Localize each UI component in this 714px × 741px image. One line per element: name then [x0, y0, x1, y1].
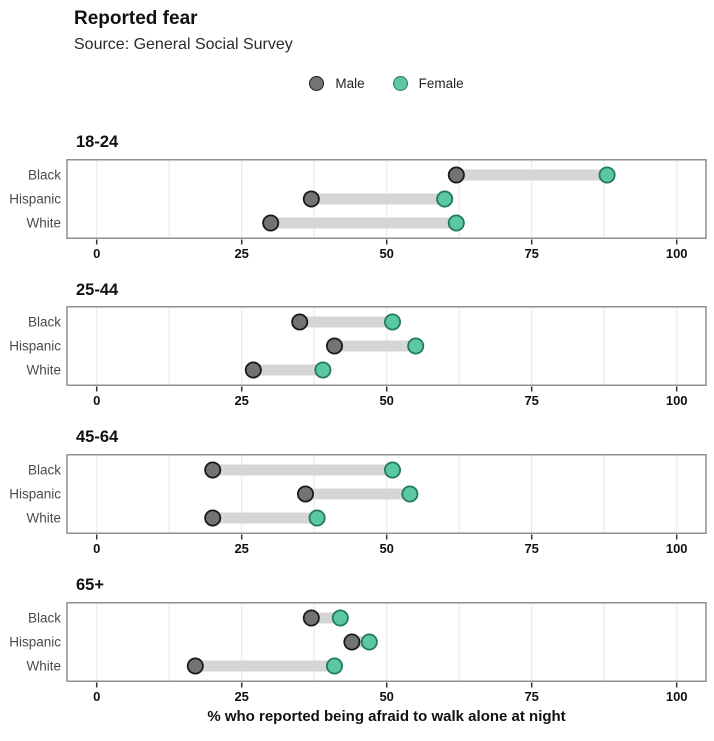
- category-label: Black: [28, 315, 61, 330]
- dumbbell-bar: [195, 660, 335, 672]
- x-tick-label: 50: [379, 246, 393, 261]
- male-dot: [343, 633, 361, 651]
- female-dot: [331, 609, 349, 627]
- x-tick-label: 50: [379, 393, 393, 408]
- female-dot: [383, 313, 401, 331]
- dumbbell-bar: [305, 488, 410, 500]
- x-tick-label: 25: [234, 689, 248, 704]
- dumbbell-bar: [253, 364, 323, 376]
- female-dot: [314, 361, 332, 379]
- x-tick-label: 75: [524, 393, 538, 408]
- female-legend-dot-icon: [392, 76, 408, 92]
- category-label: White: [26, 215, 61, 230]
- x-tick-label: 100: [666, 246, 688, 261]
- x-tick-label: 0: [93, 689, 100, 704]
- facet-panel-25-44: Black Hispanic White 0 25 50 75 100: [9, 306, 707, 408]
- male-dot: [296, 485, 314, 503]
- category-label: Hispanic: [9, 339, 61, 354]
- female-dot: [407, 337, 425, 355]
- facet-25-44: 25-44 Black Hispanic White 0 25 50 75 100: [0, 281, 714, 411]
- panel-border: [66, 158, 707, 239]
- dumbbell-bar: [334, 340, 416, 352]
- female-dot: [598, 166, 616, 184]
- facet-panel-45-64: Black Hispanic White 0 25 50 75 100: [9, 454, 707, 556]
- category-label: Black: [28, 167, 61, 182]
- chart-title: Reported fear: [74, 8, 198, 29]
- category-label: Hispanic: [9, 191, 61, 206]
- facet-panel-65+: Black Hispanic White 0 25 50 75 100: [9, 601, 707, 704]
- male-dot: [291, 313, 309, 331]
- facet-45-64: 45-64 Black Hispanic White 0 25 50 75 100: [0, 428, 714, 558]
- dumbbell-bar: [456, 169, 608, 181]
- facet-title-18-24: 18-24: [76, 132, 119, 151]
- x-tick-label: 0: [93, 393, 100, 408]
- legend-item-male: Male: [309, 76, 365, 92]
- x-tick-label: 25: [234, 541, 248, 556]
- facet-18-24: 18-24 Black Hispanic White 0 25 50 75 100: [0, 133, 714, 263]
- male-dot: [204, 461, 222, 479]
- facet-panel-18-24: Black Hispanic White 0 25 50 75 100: [9, 158, 707, 261]
- female-dot: [401, 485, 419, 503]
- male-legend-dot-icon: [309, 76, 325, 92]
- x-tick-label: 100: [666, 689, 688, 704]
- panel-border: [66, 454, 707, 535]
- male-dot: [302, 190, 320, 208]
- male-dot: [302, 609, 320, 627]
- female-dot: [383, 461, 401, 479]
- x-tick-label: 75: [524, 689, 538, 704]
- female-dot: [325, 657, 343, 675]
- panel-border: [66, 601, 707, 682]
- x-tick-label: 75: [524, 541, 538, 556]
- x-tick-label: 50: [379, 689, 393, 704]
- legend-label-male: Male: [335, 76, 365, 92]
- dumbbell-bar: [270, 217, 457, 229]
- female-dot: [360, 633, 378, 651]
- facet-title-45-64: 45-64: [76, 428, 119, 447]
- category-label: White: [26, 659, 61, 674]
- legend-item-female: Female: [392, 76, 464, 92]
- male-dot: [325, 337, 343, 355]
- category-label: Black: [28, 463, 61, 478]
- category-label: White: [26, 363, 61, 378]
- chart-subtitle: Source: General Social Survey: [74, 35, 293, 53]
- facet-65+: 65+ Black Hispanic White 0 25 50 75 100: [0, 576, 714, 706]
- category-label: Hispanic: [9, 635, 61, 650]
- female-dot: [436, 190, 454, 208]
- x-tick-label: 100: [666, 541, 688, 556]
- x-tick-label: 0: [93, 541, 100, 556]
- dumbbell-bar: [311, 193, 445, 205]
- x-tick-label: 75: [524, 246, 538, 261]
- facets-container: 18-24 Black Hispanic White 0 25 50 75 100 25-44 Bl…: [0, 133, 714, 706]
- category-label: White: [26, 511, 61, 526]
- dumbbell-bar: [299, 316, 393, 328]
- x-tick-label: 100: [666, 393, 688, 408]
- x-tick-label: 25: [234, 393, 248, 408]
- x-tick-label: 25: [234, 246, 248, 261]
- legend-label-female: Female: [418, 76, 464, 92]
- dumbbell-bar: [212, 512, 318, 524]
- category-label: Hispanic: [9, 487, 61, 502]
- x-axis-title: % who reported being afraid to walk alon…: [207, 707, 566, 725]
- facet-title-25-44: 25-44: [76, 280, 119, 299]
- dumbbell-bar: [212, 464, 393, 476]
- female-dot: [308, 509, 326, 527]
- male-dot: [447, 166, 465, 184]
- category-label: Black: [28, 611, 61, 626]
- chart-header: Reported fear Source: General Social Sur…: [74, 8, 714, 55]
- facet-title-65+: 65+: [76, 576, 104, 595]
- x-tick-label: 50: [379, 541, 393, 556]
- female-dot: [447, 214, 465, 232]
- panel-border: [66, 306, 707, 387]
- x-tick-label: 0: [93, 246, 100, 261]
- male-dot: [204, 509, 222, 527]
- male-dot: [186, 657, 204, 675]
- male-dot: [244, 361, 262, 379]
- legend: Male Female: [67, 75, 706, 93]
- male-dot: [262, 214, 280, 232]
